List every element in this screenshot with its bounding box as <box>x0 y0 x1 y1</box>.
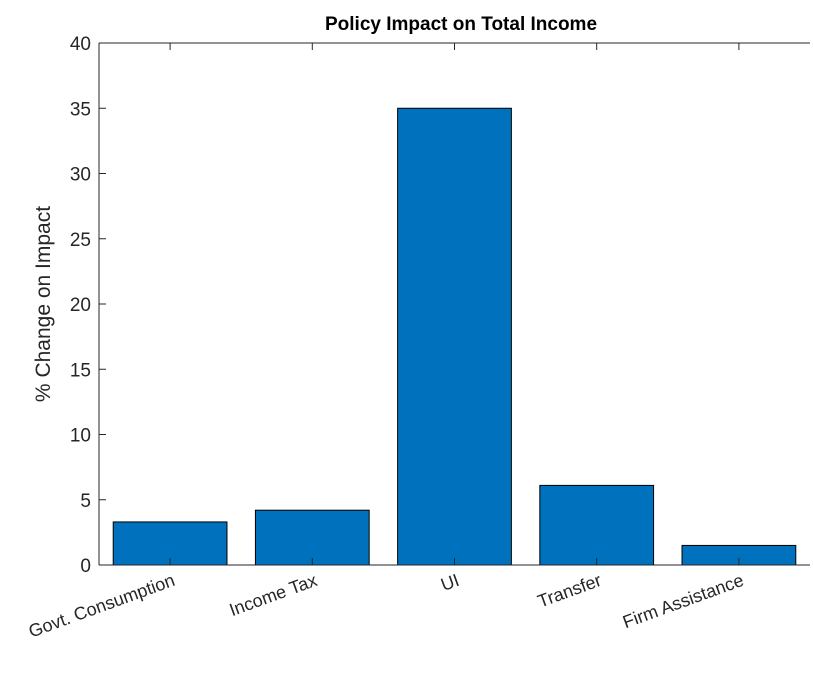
y-axis-label: % Change on Impact <box>32 206 55 402</box>
x-tick-label-4: Firm Assistance <box>620 570 746 632</box>
bar-1 <box>254 509 370 566</box>
y-tick-label-5: 25 <box>70 230 91 251</box>
y-tick-label-0: 0 <box>80 556 91 577</box>
y-tick-label-7: 35 <box>70 99 91 120</box>
y-tick-label-4: 20 <box>70 295 91 316</box>
bars-group <box>112 107 797 566</box>
y-tick-label-6: 30 <box>70 165 91 186</box>
x-tick-label-0: Govt. Consumption <box>26 570 178 641</box>
x-tick-label-1: Income Tax <box>227 570 320 620</box>
y-tick-label-3: 15 <box>70 360 91 381</box>
y-tick-label-2: 10 <box>70 426 91 447</box>
x-tick-label-3: Transfer <box>535 570 604 611</box>
y-ticks-group: 0 5 10 15 20 25 30 35 40 <box>70 34 106 577</box>
x-tick-label-2: UI <box>438 570 462 595</box>
bar-2 <box>397 107 512 566</box>
y-tick-label-1: 5 <box>80 491 91 512</box>
y-tick-label-8: 40 <box>70 34 91 55</box>
bar-3 <box>539 484 655 566</box>
bar-0 <box>112 521 228 566</box>
chart-title: Policy Impact on Total Income <box>325 14 597 35</box>
